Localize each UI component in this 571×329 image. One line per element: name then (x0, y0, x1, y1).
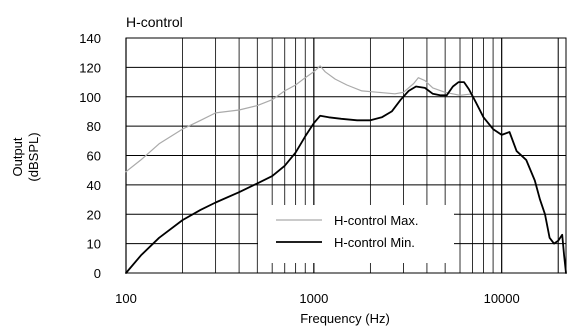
legend-label-max: H-control Max. (334, 213, 419, 228)
y-tick-label: 140 (79, 31, 101, 46)
x-tick-label: 10000 (484, 291, 520, 306)
x-tick-label: 1000 (299, 291, 328, 306)
series-layer (125, 65, 567, 274)
y-axis-label-line1: Output (10, 137, 25, 176)
y-tick-label: 120 (79, 60, 101, 75)
y-tick-label: 60 (87, 149, 101, 164)
y-tick-label: 40 (87, 178, 101, 193)
x-tick-labels: 100 1000 10000 (115, 291, 520, 306)
x-axis-label: Frequency (Hz) (300, 311, 390, 326)
y-tick-label: 0 (94, 266, 101, 281)
y-tick-label: 10 (87, 237, 101, 252)
y-tick-label: 80 (87, 119, 101, 134)
legend-label-min: H-control Min. (334, 235, 415, 250)
series-line-max (125, 65, 474, 173)
y-axis-label-line2: (dBSPL) (26, 132, 41, 181)
chart-title: H-control (126, 14, 183, 30)
y-tick-labels: 0 10 20 40 60 80 100 120 140 (79, 31, 101, 281)
y-tick-label: 20 (87, 207, 101, 222)
y-tick-label: 100 (79, 90, 101, 105)
x-tick-label: 100 (115, 291, 137, 306)
legend-box (258, 205, 454, 263)
series-line-min (125, 81, 567, 274)
plot-area-frame (125, 37, 567, 274)
